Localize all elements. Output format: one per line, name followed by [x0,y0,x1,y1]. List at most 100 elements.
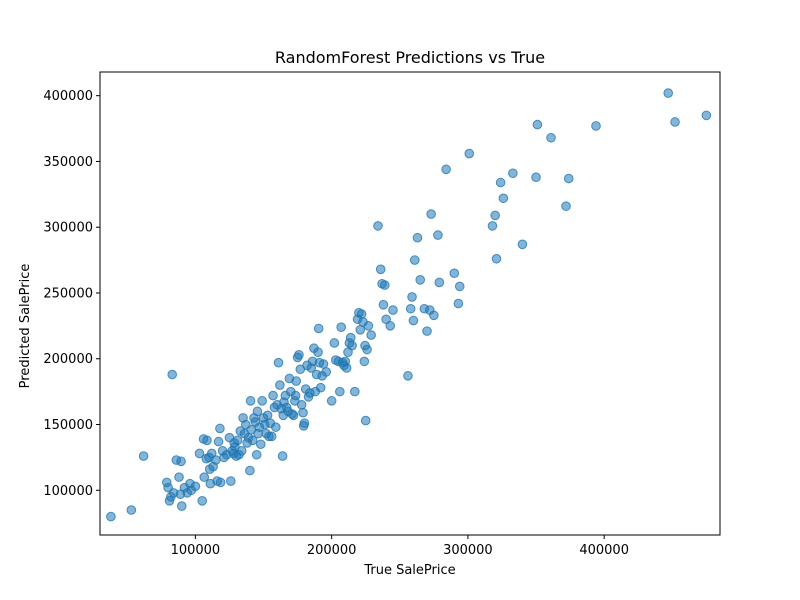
data-point [546,132,556,143]
data-point [290,390,301,401]
data-point [487,221,498,231]
data-point [375,264,386,275]
data-point [255,439,266,450]
data-point [236,446,247,456]
plot-area [99,71,721,536]
data-point [561,201,571,211]
data-point [194,448,205,459]
x-tick-label: 200000 [307,543,357,558]
data-point [335,386,345,397]
points-layer [106,88,712,522]
data-point [422,326,432,336]
data-point [336,322,346,332]
chart-title: RandomForest Predictions vs True [275,48,545,67]
data-point [433,230,443,240]
plot-frame [99,71,721,536]
data-point [318,359,329,369]
data-point [360,415,371,426]
data-point [215,423,225,434]
y-axis: 100000 150000 200000 250000 300000 350000 4000… [43,89,100,499]
data-point [347,340,357,351]
data-point [449,268,460,279]
y-tick-label: 350000 [43,155,93,170]
data-point [262,410,273,421]
data-point [409,255,420,265]
data-point [298,407,308,418]
data-point [202,435,212,446]
y-axis-label: Predicted SalePrice [18,264,33,389]
data-point [288,410,299,421]
data-point [226,476,236,486]
data-point [403,371,413,381]
data-point [498,193,509,204]
x-axis-label: True SalePrice [363,563,455,578]
data-point [434,277,445,288]
data-point [379,280,390,290]
data-point [268,390,278,401]
x-axis: 100000 200000 300000 400000 [171,535,629,558]
data-point [245,396,256,406]
data-point [362,344,372,355]
data-point [232,435,243,446]
data-point [321,367,332,377]
y-tick-label: 200000 [43,352,93,367]
data-point [176,456,186,467]
data-point [531,172,541,183]
data-point [388,305,398,315]
data-point [508,168,518,179]
data-point [426,209,436,219]
data-point [378,300,389,310]
y-tick-label: 100000 [43,484,93,499]
x-tick-label: 100000 [171,543,221,558]
data-point [277,451,288,461]
data-point [106,511,116,522]
data-point [296,399,307,410]
data-point [245,465,255,476]
data-point [291,376,302,386]
data-point [176,501,187,511]
data-point [350,386,360,397]
data-point [415,275,426,285]
data-point [190,481,201,492]
data-point [345,332,356,343]
data-point [441,164,451,175]
data-point [517,239,528,250]
data-point [453,298,464,309]
data-point [359,356,370,367]
data-point [273,357,284,368]
data-point [197,496,207,506]
data-point [491,253,502,264]
data-point [495,177,506,188]
data-point [211,455,221,465]
data-point [408,315,419,326]
data-point [405,303,416,314]
data-point [563,173,574,184]
data-point [412,232,423,243]
data-point [257,396,267,406]
data-point [454,281,465,292]
data-point [167,369,178,380]
data-point [373,221,383,231]
data-point [326,396,337,406]
data-point [213,436,224,447]
y-tick-label: 250000 [43,286,93,301]
data-point [341,363,352,373]
data-point [315,382,326,393]
data-point [251,449,262,460]
data-point [252,406,263,417]
data-point [591,121,601,131]
y-tick-label: 300000 [43,221,93,236]
data-point [199,472,210,482]
data-point [385,321,396,331]
data-point [247,435,258,446]
data-point [355,325,366,335]
data-point [294,350,304,360]
data-point [299,418,310,429]
data-point [407,292,417,302]
data-point [174,472,184,482]
data-point [366,330,376,340]
data-point [215,477,226,488]
data-point [270,422,281,432]
data-point [464,148,475,159]
